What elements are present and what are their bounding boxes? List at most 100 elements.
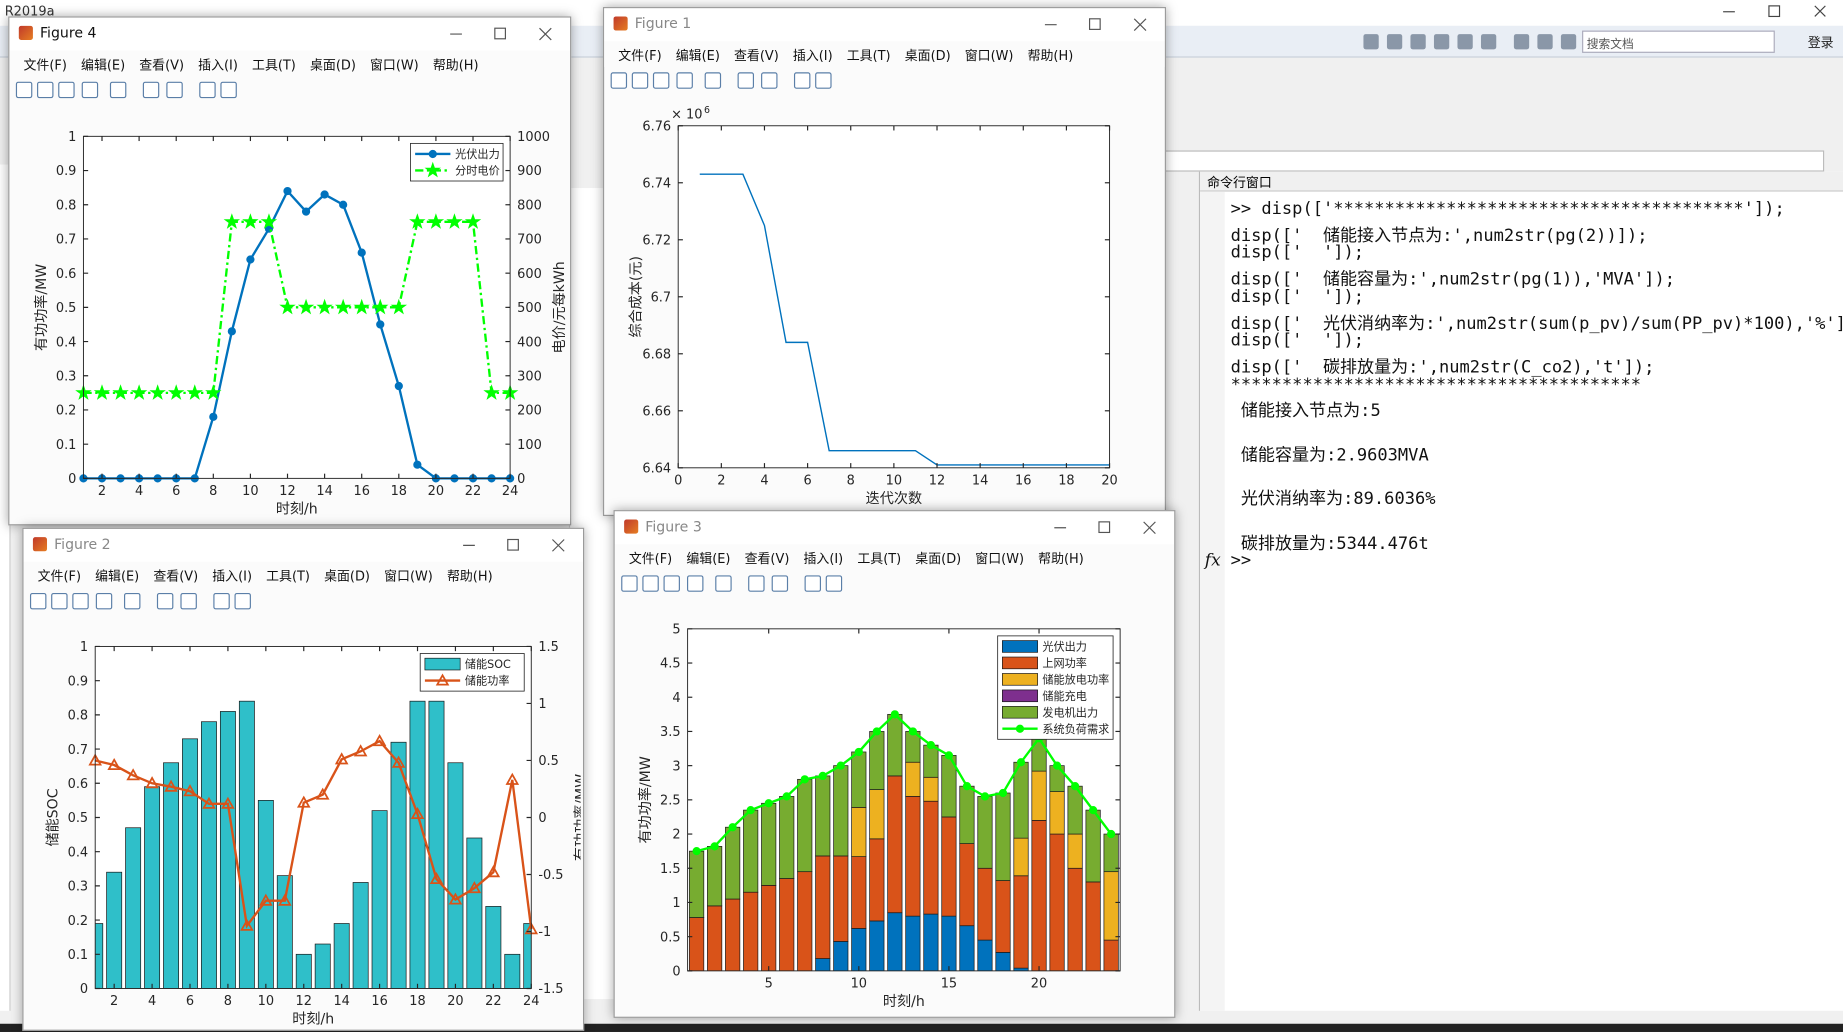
menu-item[interactable]: 查看(V) bbox=[733, 48, 779, 64]
toolbar-icon[interactable] bbox=[652, 72, 670, 89]
close-button[interactable] bbox=[539, 27, 552, 41]
toolbar-icon[interactable] bbox=[166, 81, 183, 99]
toolbar-icon[interactable] bbox=[631, 72, 649, 89]
toolbar-icon[interactable] bbox=[663, 575, 680, 592]
login-button[interactable]: 登录 bbox=[1807, 35, 1834, 51]
toolbar-icon[interactable] bbox=[51, 592, 68, 610]
menu-item[interactable]: 编辑(E) bbox=[675, 48, 720, 64]
toolbar-icon[interactable] bbox=[29, 592, 47, 610]
toolbar-icon[interactable] bbox=[220, 81, 237, 99]
toolbar-icon[interactable] bbox=[15, 81, 33, 99]
toolbar-icon[interactable] bbox=[1410, 34, 1426, 50]
toolbar-icon[interactable] bbox=[715, 575, 732, 592]
toolbar-icon[interactable] bbox=[610, 72, 628, 89]
command-line: disp([' 光伏消纳率为:',num2str(sum(p_pv)/sum(P… bbox=[1230, 314, 1843, 334]
menu-item[interactable]: 桌面(D) bbox=[915, 551, 962, 567]
menu-item[interactable]: 工具(T) bbox=[252, 57, 296, 73]
bar bbox=[977, 796, 993, 869]
toolbar-icon[interactable] bbox=[1457, 34, 1473, 50]
toolbar-icon[interactable] bbox=[1513, 34, 1530, 50]
menu-item[interactable]: 桌面(D) bbox=[324, 568, 370, 585]
toolbar-icon[interactable] bbox=[142, 81, 160, 99]
close-button[interactable] bbox=[1143, 521, 1156, 535]
menu-item[interactable]: 窗口(W) bbox=[975, 551, 1025, 567]
menu-item[interactable]: 文件(F) bbox=[618, 48, 662, 64]
toolbar-icon[interactable] bbox=[761, 72, 778, 89]
menu-item[interactable]: 插入(I) bbox=[803, 551, 844, 567]
toolbar-icon[interactable] bbox=[109, 81, 127, 99]
toolbar-icon[interactable] bbox=[199, 81, 216, 99]
menu-item[interactable]: 工具(T) bbox=[266, 568, 310, 585]
toolbar-icon[interactable] bbox=[124, 592, 141, 610]
close-button[interactable] bbox=[1814, 5, 1826, 17]
toolbar-icon[interactable] bbox=[72, 592, 89, 610]
toolbar-icon[interactable] bbox=[234, 592, 251, 610]
menu-item[interactable]: 窗口(W) bbox=[384, 568, 433, 585]
menu-item[interactable]: 文件(F) bbox=[37, 568, 82, 585]
toolbar-icon[interactable] bbox=[825, 575, 843, 592]
maximize-button[interactable] bbox=[1088, 18, 1101, 30]
toolbar-icon[interactable] bbox=[1386, 34, 1403, 50]
figure-canvas: 0 2 4 6 8 10 12 14 16 18 20 6.64 6.66 6.68 6.7 6.72 6.74… bbox=[629, 105, 1118, 507]
menu-item[interactable]: 帮助(H) bbox=[446, 568, 493, 585]
search-box[interactable]: 搜索文档 bbox=[1582, 30, 1775, 53]
toolbar-icon[interactable] bbox=[213, 592, 230, 610]
toolbar-icon[interactable] bbox=[704, 72, 722, 89]
toolbar-icon[interactable] bbox=[37, 81, 54, 99]
toolbar-icon[interactable] bbox=[737, 72, 755, 89]
menu-item[interactable]: 插入(I) bbox=[792, 48, 833, 64]
toolbar-icon[interactable] bbox=[156, 592, 174, 610]
toolbar-icon[interactable] bbox=[748, 575, 765, 592]
toolbar-icon[interactable] bbox=[1363, 34, 1379, 50]
maximize-button[interactable] bbox=[1768, 5, 1781, 18]
maximize-button[interactable] bbox=[507, 538, 519, 551]
toolbar-icon[interactable] bbox=[95, 592, 113, 610]
menu-item[interactable]: 编辑(E) bbox=[686, 551, 731, 567]
toolbar-icon[interactable] bbox=[621, 575, 638, 592]
menu-item[interactable]: 文件(F) bbox=[628, 551, 673, 567]
close-button[interactable] bbox=[1133, 18, 1147, 31]
data-point bbox=[926, 741, 936, 750]
menu-item[interactable]: 插入(I) bbox=[212, 568, 253, 585]
menu-item[interactable]: 编辑(E) bbox=[95, 568, 140, 585]
toolbar-icon[interactable] bbox=[1480, 34, 1497, 50]
toolbar-icon[interactable] bbox=[1537, 34, 1553, 50]
menu-item[interactable]: 工具(T) bbox=[846, 48, 891, 64]
menu-item[interactable]: 桌面(D) bbox=[309, 57, 356, 73]
menu-item[interactable]: 帮助(H) bbox=[1038, 551, 1084, 567]
toolbar-icon[interactable] bbox=[793, 72, 811, 89]
menu-item[interactable]: 查看(V) bbox=[744, 551, 790, 567]
menu-item[interactable]: 窗口(W) bbox=[964, 48, 1014, 64]
toolbar-icon[interactable] bbox=[687, 575, 704, 592]
toolbar-icon[interactable] bbox=[58, 81, 75, 99]
window-title: Figure 4 bbox=[39, 24, 97, 42]
menu-item[interactable]: 窗口(W) bbox=[369, 57, 419, 73]
menu-item[interactable]: 文件(F) bbox=[23, 57, 67, 73]
menu-item[interactable]: 查看(V) bbox=[153, 568, 199, 585]
bar bbox=[887, 713, 903, 777]
maximize-button[interactable] bbox=[1098, 521, 1111, 534]
toolbar-icon[interactable] bbox=[815, 72, 832, 89]
menu-item[interactable]: 插入(I) bbox=[198, 57, 238, 73]
menu-item[interactable]: 编辑(E) bbox=[81, 57, 126, 73]
toolbar-icon[interactable] bbox=[642, 575, 659, 592]
data-point bbox=[334, 752, 349, 765]
menu-item[interactable]: 查看(V) bbox=[139, 57, 185, 73]
maximize-button[interactable] bbox=[494, 27, 507, 40]
toolbar-icon[interactable] bbox=[1433, 34, 1450, 50]
y2-tick-label: -0.5 bbox=[538, 868, 563, 883]
toolbar-icon[interactable] bbox=[180, 592, 197, 610]
toolbar-icon[interactable] bbox=[1560, 34, 1577, 50]
y-tick-label: 0.7 bbox=[56, 233, 77, 248]
menu-item[interactable]: 帮助(H) bbox=[432, 57, 479, 73]
toolbar-icon[interactable] bbox=[771, 575, 789, 592]
menu-item[interactable]: 帮助(H) bbox=[1027, 48, 1074, 64]
menu-item[interactable]: 工具(T) bbox=[857, 551, 902, 567]
toolbar-icon[interactable] bbox=[676, 72, 693, 89]
toolbar-icon[interactable] bbox=[804, 575, 822, 592]
menu-item[interactable]: 桌面(D) bbox=[904, 48, 951, 64]
toolbar-icon[interactable] bbox=[81, 81, 99, 99]
close-button[interactable] bbox=[552, 539, 565, 552]
